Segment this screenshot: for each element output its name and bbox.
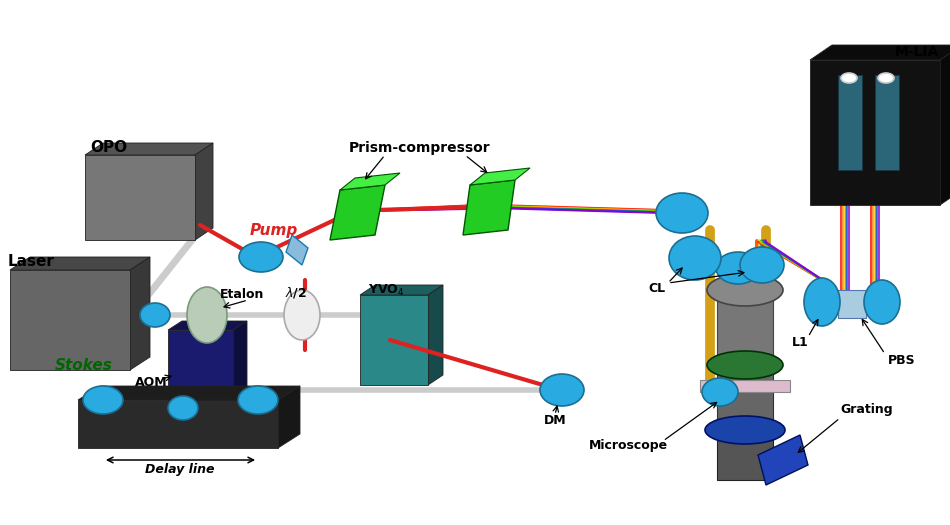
Text: Grating: Grating (840, 404, 893, 416)
Bar (717, 430, 773, 480)
Polygon shape (168, 321, 247, 330)
Bar (838, 290, 866, 318)
Polygon shape (195, 143, 213, 240)
Ellipse shape (707, 351, 783, 379)
Ellipse shape (702, 378, 738, 406)
Polygon shape (10, 257, 150, 270)
Text: $\lambda$/2: $\lambda$/2 (285, 285, 307, 299)
Polygon shape (810, 45, 950, 60)
Polygon shape (130, 257, 150, 370)
Text: Pump: Pump (250, 223, 298, 237)
Bar (838, 75, 862, 170)
Text: Etalon: Etalon (220, 289, 264, 301)
Text: Stokes: Stokes (55, 358, 113, 373)
Bar (85, 155, 195, 240)
Polygon shape (278, 386, 300, 448)
Text: L1: L1 (791, 335, 808, 349)
Ellipse shape (140, 303, 170, 327)
Polygon shape (85, 143, 213, 155)
Polygon shape (330, 185, 385, 240)
Bar (810, 60, 940, 205)
Text: M-LIA: M-LIA (895, 45, 940, 59)
Polygon shape (233, 321, 247, 415)
Polygon shape (470, 168, 530, 185)
Bar (168, 330, 233, 415)
Text: AOM: AOM (135, 376, 167, 390)
Text: Laser: Laser (8, 255, 55, 269)
Ellipse shape (83, 386, 123, 414)
Ellipse shape (705, 416, 785, 444)
Ellipse shape (284, 290, 320, 340)
Ellipse shape (187, 287, 227, 343)
Text: Delay line: Delay line (145, 464, 215, 477)
Bar (10, 270, 130, 370)
Ellipse shape (804, 278, 840, 326)
Text: CL: CL (648, 281, 665, 295)
Text: Prism-compressor: Prism-compressor (350, 141, 491, 155)
Ellipse shape (878, 73, 894, 83)
Bar (717, 290, 773, 365)
Bar (700, 380, 790, 392)
Ellipse shape (540, 374, 584, 406)
Ellipse shape (841, 73, 857, 83)
Text: DM: DM (543, 414, 566, 426)
Polygon shape (758, 435, 808, 485)
Polygon shape (78, 386, 300, 400)
Ellipse shape (239, 242, 283, 272)
Bar (360, 295, 428, 385)
Polygon shape (286, 235, 308, 265)
Ellipse shape (716, 252, 760, 284)
Polygon shape (360, 285, 443, 295)
Text: YVO$_4$: YVO$_4$ (368, 282, 405, 298)
Ellipse shape (238, 386, 278, 414)
Text: PBS: PBS (888, 353, 916, 366)
Ellipse shape (864, 280, 900, 324)
Bar (78, 400, 278, 448)
Ellipse shape (707, 274, 783, 306)
Ellipse shape (168, 396, 198, 420)
Text: OPO: OPO (90, 141, 127, 155)
Text: Microscope: Microscope (588, 438, 668, 452)
Ellipse shape (669, 236, 721, 280)
Bar (717, 365, 773, 430)
Bar (875, 75, 899, 170)
Ellipse shape (656, 193, 708, 233)
Ellipse shape (740, 247, 784, 283)
Polygon shape (428, 285, 443, 385)
Polygon shape (940, 45, 950, 205)
Polygon shape (340, 173, 400, 190)
Polygon shape (463, 180, 515, 235)
